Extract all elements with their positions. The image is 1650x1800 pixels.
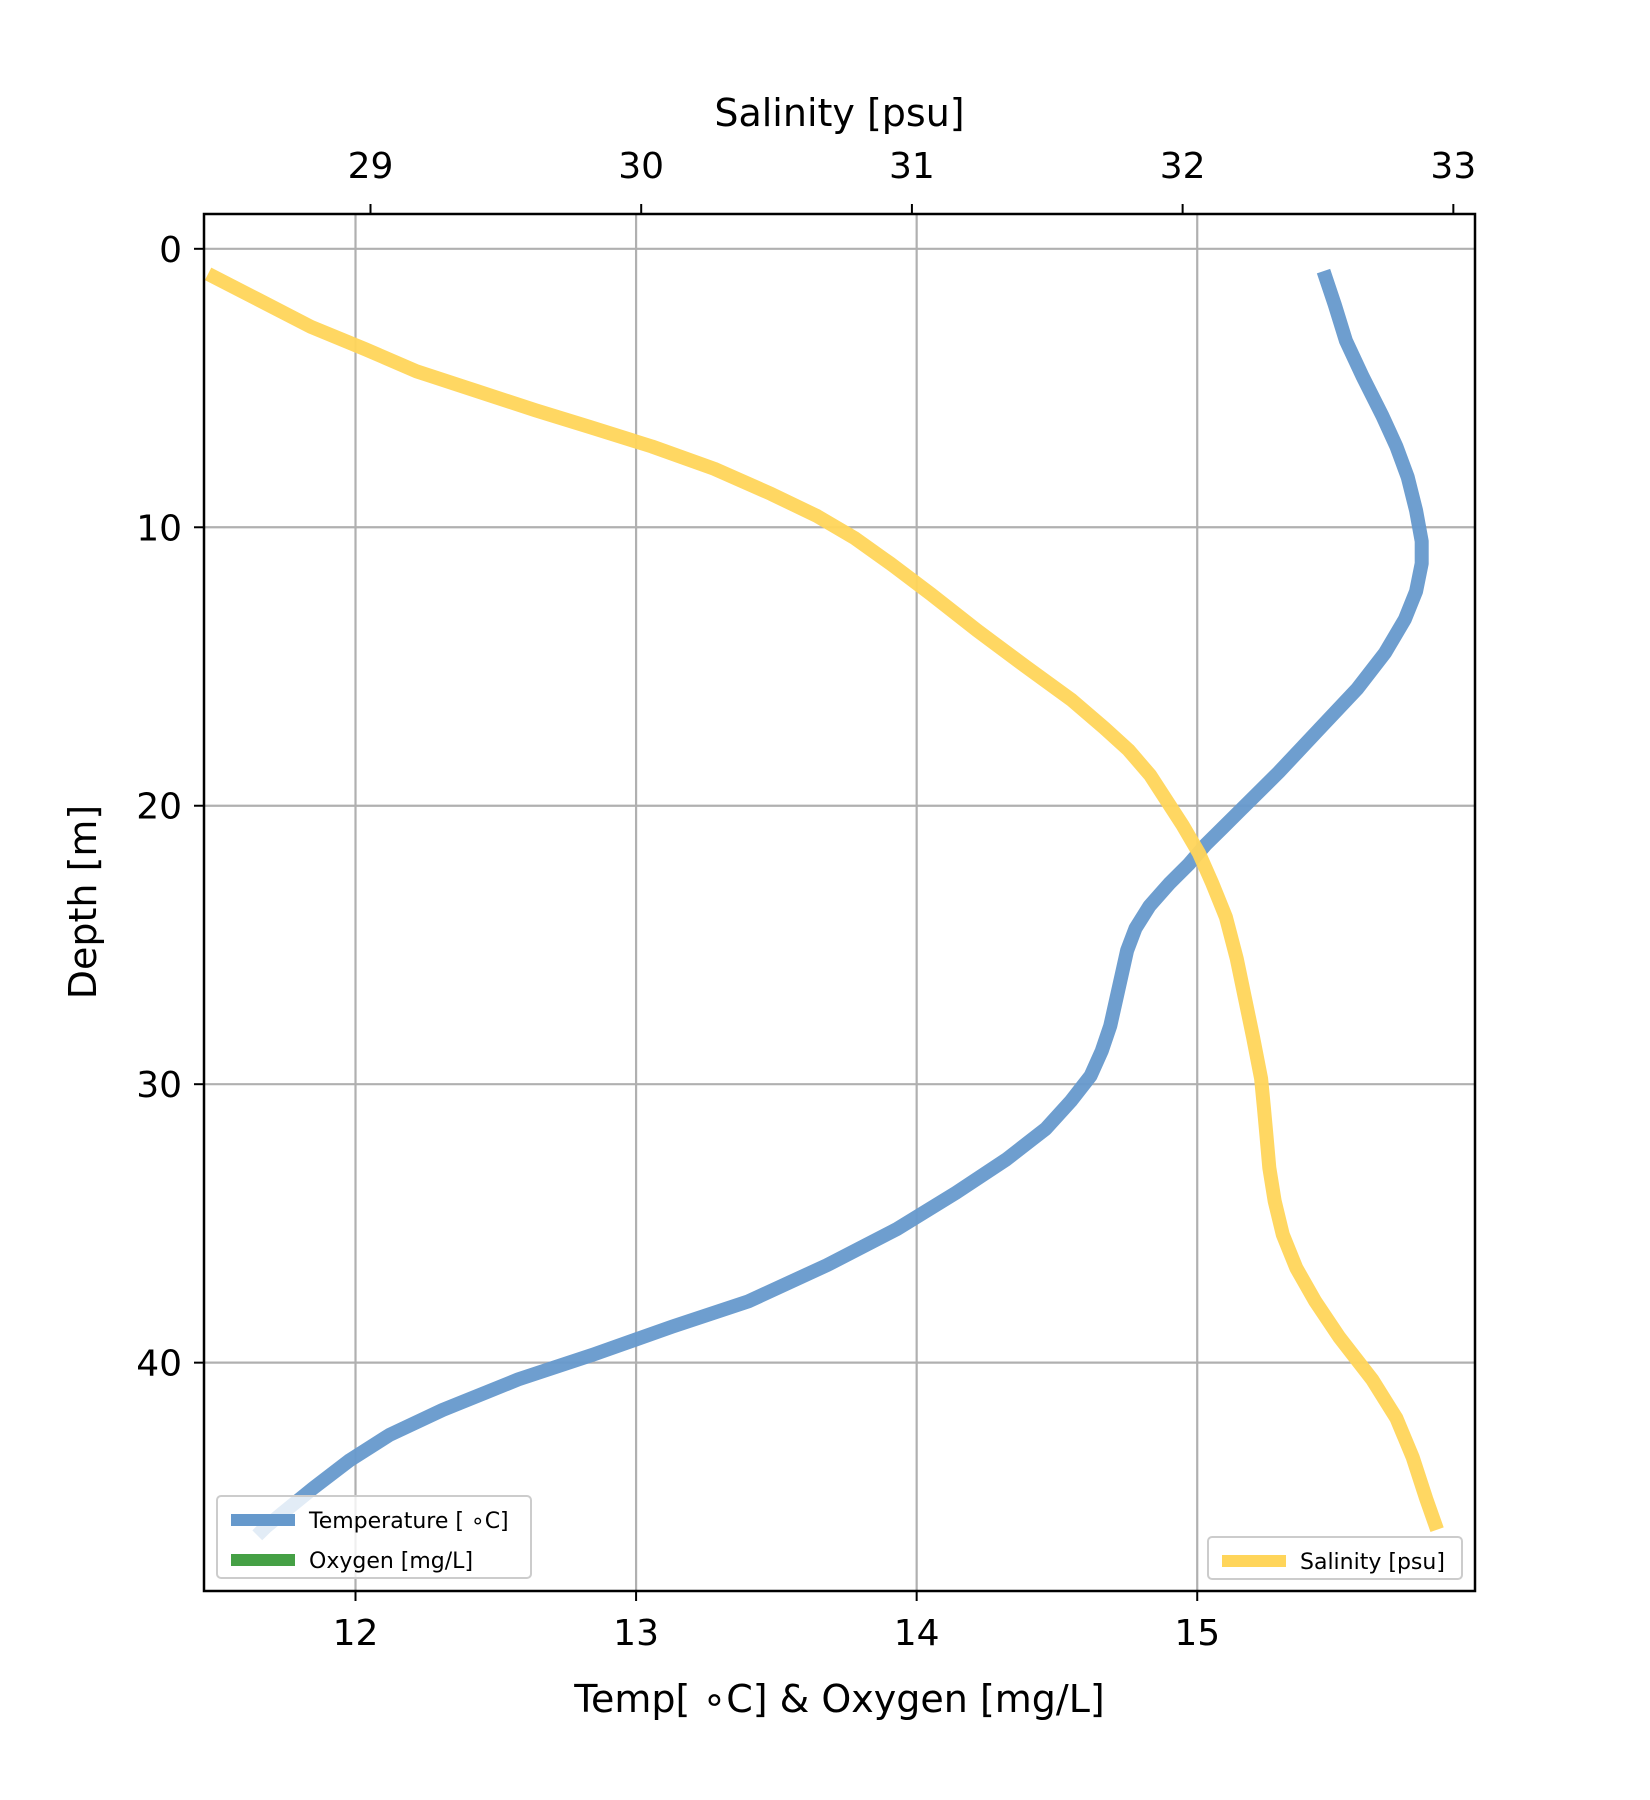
legend-salinity: Salinity [psu]: [1207, 1536, 1463, 1580]
left-tick-label: 20: [136, 787, 182, 828]
plot-frame: [202, 212, 1477, 1593]
bottom-tick-label: 14: [894, 1613, 940, 1654]
top-tick-label: 33: [1430, 146, 1476, 187]
legend-label-salinity: Salinity [psu]: [1300, 1550, 1445, 1575]
left-tick-label: 10: [136, 508, 182, 549]
top-axis-title: Salinity [psu]: [714, 91, 964, 135]
legend-temperature-oxygen: Temperature [ ∘C] Oxygen [mg/L]: [216, 1495, 532, 1579]
axis-ticks: 12 13 14 15 29 30 31 32 33 0 10 20 30 40: [136, 146, 1476, 1654]
series-line-salinity: [204, 267, 1444, 1533]
bottom-tick-label: 12: [333, 1613, 379, 1654]
top-tick-label: 30: [618, 146, 664, 187]
series-lines: [204, 267, 1444, 1541]
top-tick-label: 29: [348, 146, 394, 187]
legend-box: [1207, 1536, 1463, 1580]
left-tick-label: 0: [159, 230, 182, 271]
bottom-tick-label: 13: [613, 1613, 659, 1654]
left-tick-label: 30: [136, 1065, 182, 1106]
bottom-axis-title: Temp[ ∘C] & Oxygen [mg/L]: [573, 1677, 1104, 1721]
legend-label-temperature: Temperature [ ∘C]: [308, 1509, 509, 1534]
top-tick-label: 31: [889, 146, 935, 187]
grid-lines: [204, 214, 1475, 1591]
legend-label-oxygen: Oxygen [mg/L]: [309, 1549, 473, 1574]
legend-box: [216, 1495, 532, 1579]
left-axis-title: Depth [m]: [61, 805, 105, 1000]
left-tick-label: 40: [136, 1344, 182, 1385]
bottom-tick-label: 15: [1174, 1613, 1220, 1654]
top-tick-label: 32: [1160, 146, 1206, 187]
series-line-temperature: [252, 268, 1429, 1541]
